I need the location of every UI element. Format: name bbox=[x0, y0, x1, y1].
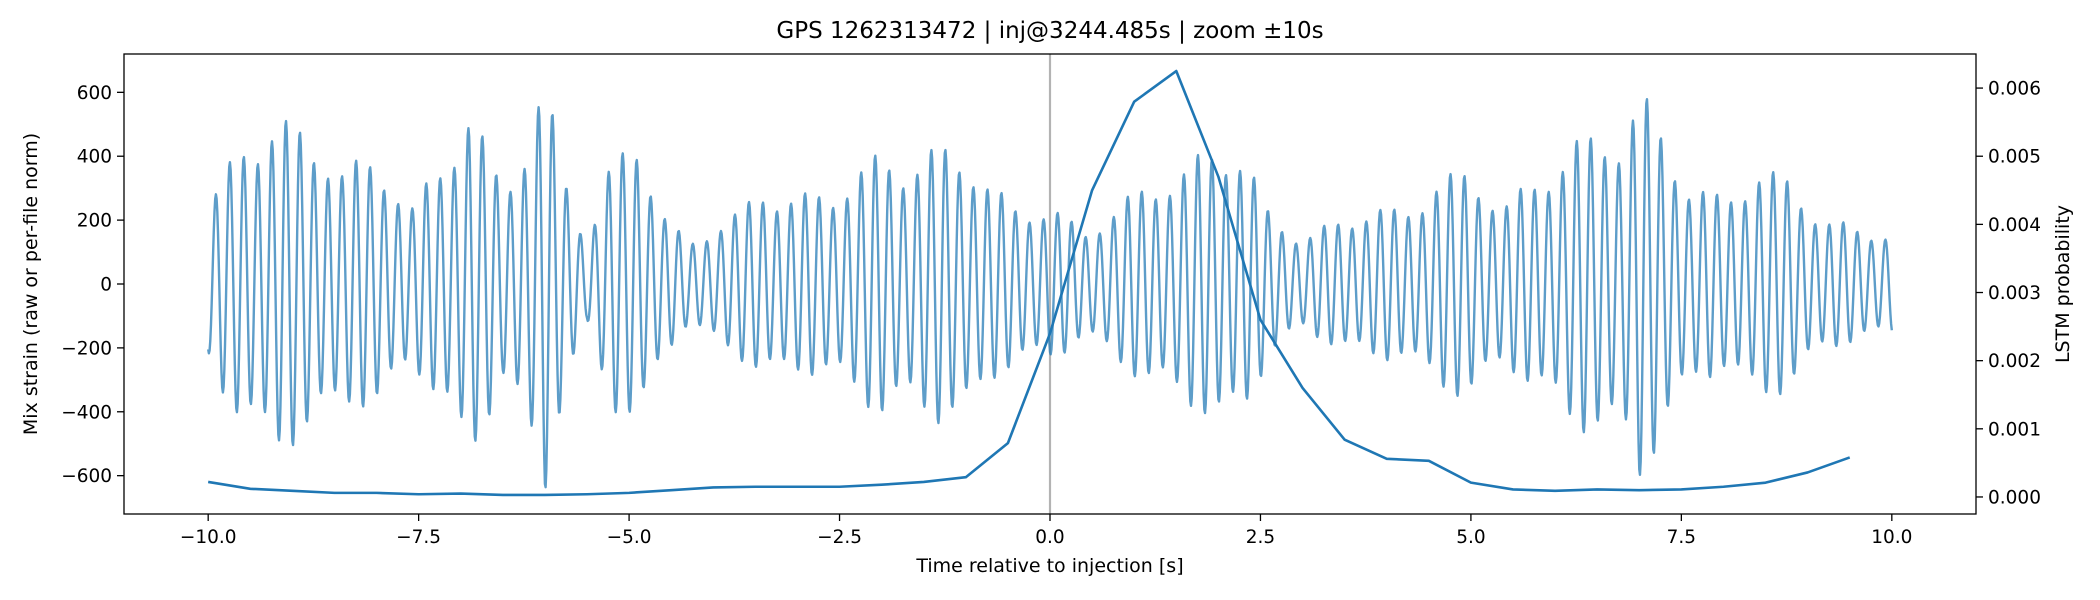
y-right-tick-label: 0.006 bbox=[1988, 79, 2041, 100]
x-tick-label: 5.0 bbox=[1456, 527, 1485, 548]
y-axis-left: −600 −400 −200 0 200 400 600 bbox=[61, 83, 124, 487]
y-right-tick-label: 0.001 bbox=[1988, 419, 2041, 440]
y-left-tick-label: 600 bbox=[77, 83, 112, 104]
y-right-tick-label: 0.002 bbox=[1988, 351, 2041, 372]
x-tick-label: 10.0 bbox=[1871, 527, 1912, 548]
x-tick-label: −2.5 bbox=[817, 527, 862, 548]
x-tick-label: −7.5 bbox=[396, 527, 441, 548]
x-tick-label: −10.0 bbox=[180, 527, 237, 548]
strain-series-line bbox=[206, 97, 1894, 489]
y-left-tick-label: 0 bbox=[100, 275, 112, 296]
y-axis-left-label: Mix strain (raw or per-file norm) bbox=[20, 133, 42, 435]
x-tick-label: 0.0 bbox=[1035, 527, 1064, 548]
y-left-tick-label: −600 bbox=[61, 466, 112, 487]
y-right-tick-label: 0.004 bbox=[1988, 215, 2041, 236]
y-right-tick-label: 0.005 bbox=[1988, 147, 2041, 168]
y-right-tick-label: 0.003 bbox=[1988, 283, 2041, 304]
x-axis: −10.0 −7.5 −5.0 −2.5 0.0 2.5 5.0 7.5 10.0 bbox=[180, 514, 1912, 548]
y-left-tick-label: −400 bbox=[61, 402, 112, 423]
y-axis-right: 0.000 0.001 0.002 0.003 0.004 0.005 0.006 bbox=[1976, 79, 2041, 508]
y-left-tick-label: 200 bbox=[77, 211, 112, 232]
x-tick-label: 2.5 bbox=[1246, 527, 1275, 548]
x-tick-label: 7.5 bbox=[1667, 527, 1696, 548]
y-left-tick-label: 400 bbox=[77, 147, 112, 168]
y-right-tick-label: 0.000 bbox=[1988, 487, 2041, 508]
x-axis-label: Time relative to injection [s] bbox=[915, 555, 1183, 577]
x-tick-label: −5.0 bbox=[607, 527, 652, 548]
y-axis-right-label: LSTM probability bbox=[2052, 205, 2074, 363]
y-left-tick-label: −200 bbox=[61, 338, 112, 359]
plot-area bbox=[206, 54, 1894, 514]
chart-title: GPS 1262313472 | inj@3244.485s | zoom ±1… bbox=[776, 18, 1323, 44]
lstm-probability-line bbox=[207, 69, 1851, 497]
